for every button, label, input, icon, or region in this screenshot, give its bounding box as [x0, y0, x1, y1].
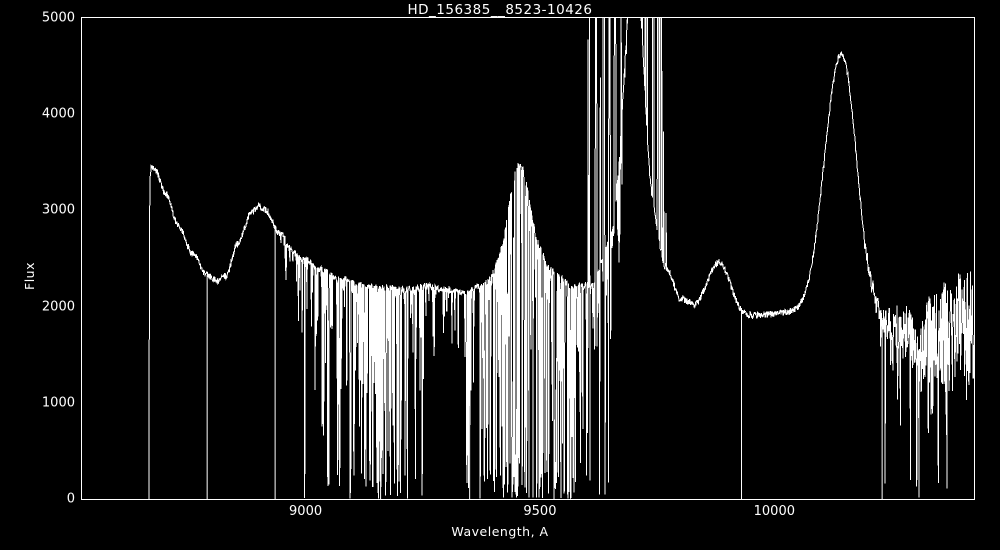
- y-tick-label: 3000: [41, 202, 75, 218]
- x-tick-label: 9000: [289, 504, 323, 519]
- x-axis-label: Wavelength, A: [451, 524, 549, 539]
- y-tick-label: 0: [66, 491, 75, 507]
- spectrum-line: [148, 18, 974, 499]
- page-title: HD_156385__8523-10426: [407, 2, 593, 18]
- y-axis-label: Flux: [22, 262, 37, 290]
- x-tick-label: 9500: [523, 504, 557, 519]
- x-tick-label: 10000: [753, 504, 795, 519]
- y-tick-label: 1000: [41, 395, 75, 411]
- y-tick-label: 5000: [41, 10, 75, 26]
- spectrum-trace: [148, 18, 974, 499]
- y-tick-label: 4000: [41, 106, 75, 122]
- y-tick-label: 2000: [41, 299, 75, 315]
- plot-frame: [81, 17, 975, 500]
